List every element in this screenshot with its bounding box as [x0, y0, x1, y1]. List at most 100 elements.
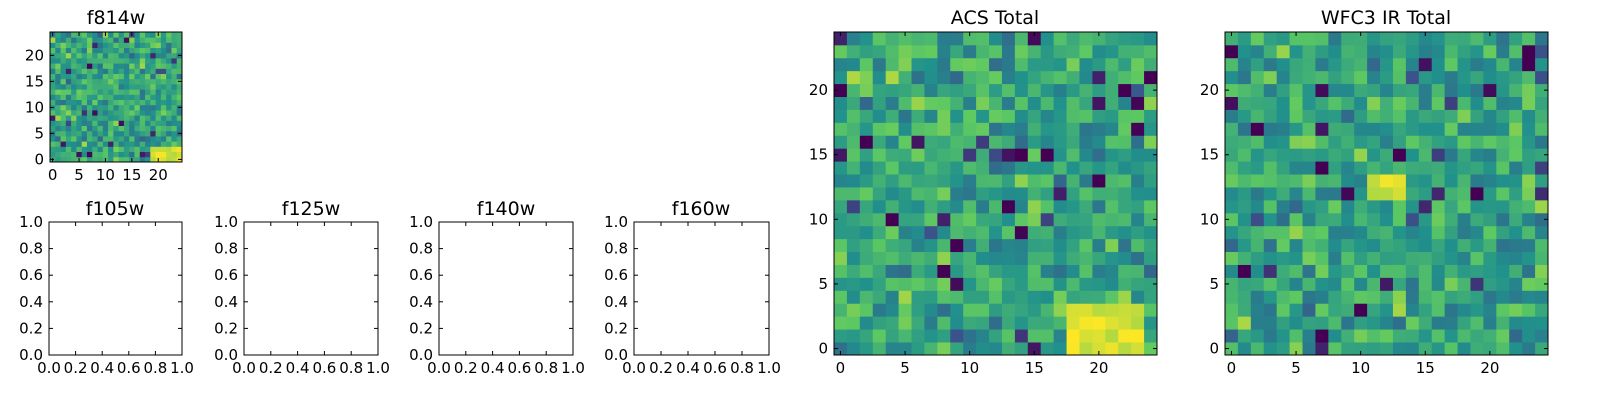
heatmap-cell: [1079, 187, 1093, 201]
heatmap-cell: [846, 316, 861, 330]
heatmap-cell: [885, 329, 899, 343]
heatmap-cell: [166, 136, 172, 142]
heatmap-cell: [81, 42, 88, 48]
y-tick-label: 0.4: [19, 293, 43, 311]
panel-f140w: f140w 0.0 0.2 0.4 0.6 0.8 1.00.00.20.40.60.81…: [409, 198, 585, 377]
heatmap-cell: [924, 329, 938, 343]
heatmap-cell: [950, 109, 964, 123]
heatmap-cell: [1092, 303, 1106, 317]
heatmap-cell: [50, 141, 56, 147]
heatmap-cell: [134, 141, 141, 147]
heatmap-cell: [937, 225, 951, 240]
heatmap-cell: [1014, 303, 1029, 317]
heatmap-cell: [1431, 290, 1446, 304]
heatmap-cell: [1444, 161, 1458, 175]
heatmap-cell: [1066, 148, 1080, 162]
heatmap-cell: [1418, 32, 1433, 46]
heatmap-cell: [1066, 83, 1080, 97]
heatmap-cell: [1001, 174, 1016, 188]
heatmap-cell: [1250, 199, 1265, 214]
heatmap-cell: [1105, 174, 1119, 188]
heatmap-cell: [1367, 174, 1381, 188]
heatmap-cell: [872, 122, 887, 136]
heatmap-cell: [1367, 290, 1381, 304]
heatmap-cell: [1237, 83, 1252, 97]
heatmap-cell: [1225, 174, 1239, 188]
heatmap-cell: [976, 161, 990, 175]
heatmap-cell: [1444, 135, 1458, 149]
heatmap-cell: [1354, 109, 1368, 123]
heatmap-cell: [81, 156, 88, 163]
heatmap-cell: [139, 63, 146, 69]
heatmap-cell: [118, 104, 125, 111]
heatmap-cell: [108, 115, 114, 121]
heatmap-cell: [924, 187, 938, 201]
heatmap-cell: [885, 187, 899, 201]
heatmap-cell: [1289, 264, 1303, 278]
heatmap-cell: [1131, 161, 1145, 175]
heatmap-cell: [911, 57, 925, 72]
heatmap-cell: [1225, 83, 1239, 97]
heatmap-cell: [989, 251, 1003, 265]
heatmap-cell: [1367, 135, 1381, 149]
heatmap-cell: [1066, 135, 1080, 149]
heatmap-cell: [989, 148, 1003, 162]
heatmap-cell: [1302, 70, 1316, 85]
heatmap-cell: [139, 68, 146, 74]
heatmap-cell: [1066, 187, 1080, 201]
heatmap-cell: [1092, 148, 1106, 162]
heatmap-cell: [134, 104, 141, 111]
x-tick-label: 0.8: [143, 359, 167, 377]
heatmap-cell: [1405, 96, 1420, 110]
heatmap-cell: [898, 174, 912, 188]
heatmap-cell: [1405, 135, 1420, 149]
heatmap-cell: [1509, 148, 1523, 162]
heatmap-cell: [1380, 32, 1394, 46]
heatmap-cell: [1431, 122, 1446, 136]
heatmap-cell: [1144, 199, 1158, 214]
heatmap-cell: [885, 57, 899, 72]
heatmap-cell: [1276, 44, 1290, 59]
heatmap-cell: [1289, 199, 1303, 214]
heatmap-cell: [1418, 251, 1433, 265]
heatmap-cell: [859, 109, 874, 123]
heatmap-cell: [81, 73, 88, 80]
heatmap-cell: [1105, 329, 1119, 343]
heatmap-cell: [139, 104, 146, 111]
heatmap-cell: [1027, 44, 1042, 59]
heatmap-cell: [1250, 329, 1265, 343]
heatmap-cell: [55, 94, 61, 100]
heatmap-cell: [1405, 161, 1420, 175]
heatmap-cell: [1302, 187, 1316, 201]
heatmap-cell: [166, 52, 172, 59]
heatmap-cell: [171, 32, 178, 38]
heatmap-cell: [846, 264, 861, 278]
heatmap-cell: [118, 141, 125, 147]
heatmap-cell: [834, 329, 848, 343]
heatmap-cell: [898, 161, 912, 175]
heatmap-cell: [1131, 70, 1145, 85]
heatmap-cell: [92, 32, 98, 38]
heatmap-cell: [81, 94, 88, 100]
heatmap-cell: [834, 187, 848, 201]
f125w-ticks: 0.0 0.2 0.4 0.6 0.8 1.00.00.20.40.60.81.0: [214, 213, 390, 377]
heatmap-cell: [50, 42, 56, 48]
heatmap-cell: [92, 141, 98, 147]
heatmap-cell: [50, 110, 56, 116]
heatmap-cell: [950, 277, 964, 291]
heatmap-cell: [123, 146, 130, 152]
heatmap-cell: [1367, 148, 1381, 162]
heatmap-cell: [1354, 277, 1368, 291]
heatmap-cell: [1470, 135, 1484, 149]
heatmap-cell: [76, 130, 83, 137]
heatmap-cell: [97, 37, 104, 43]
heatmap-cell: [963, 109, 977, 123]
heatmap-cell: [129, 47, 135, 54]
heatmap-cell: [1509, 303, 1523, 317]
heatmap-cell: [1092, 96, 1106, 110]
heatmap-cell: [1483, 316, 1497, 330]
heatmap-cell: [50, 115, 56, 121]
heatmap-cell: [846, 32, 861, 46]
heatmap-cell: [1092, 187, 1106, 201]
heatmap-cell: [1302, 329, 1316, 343]
